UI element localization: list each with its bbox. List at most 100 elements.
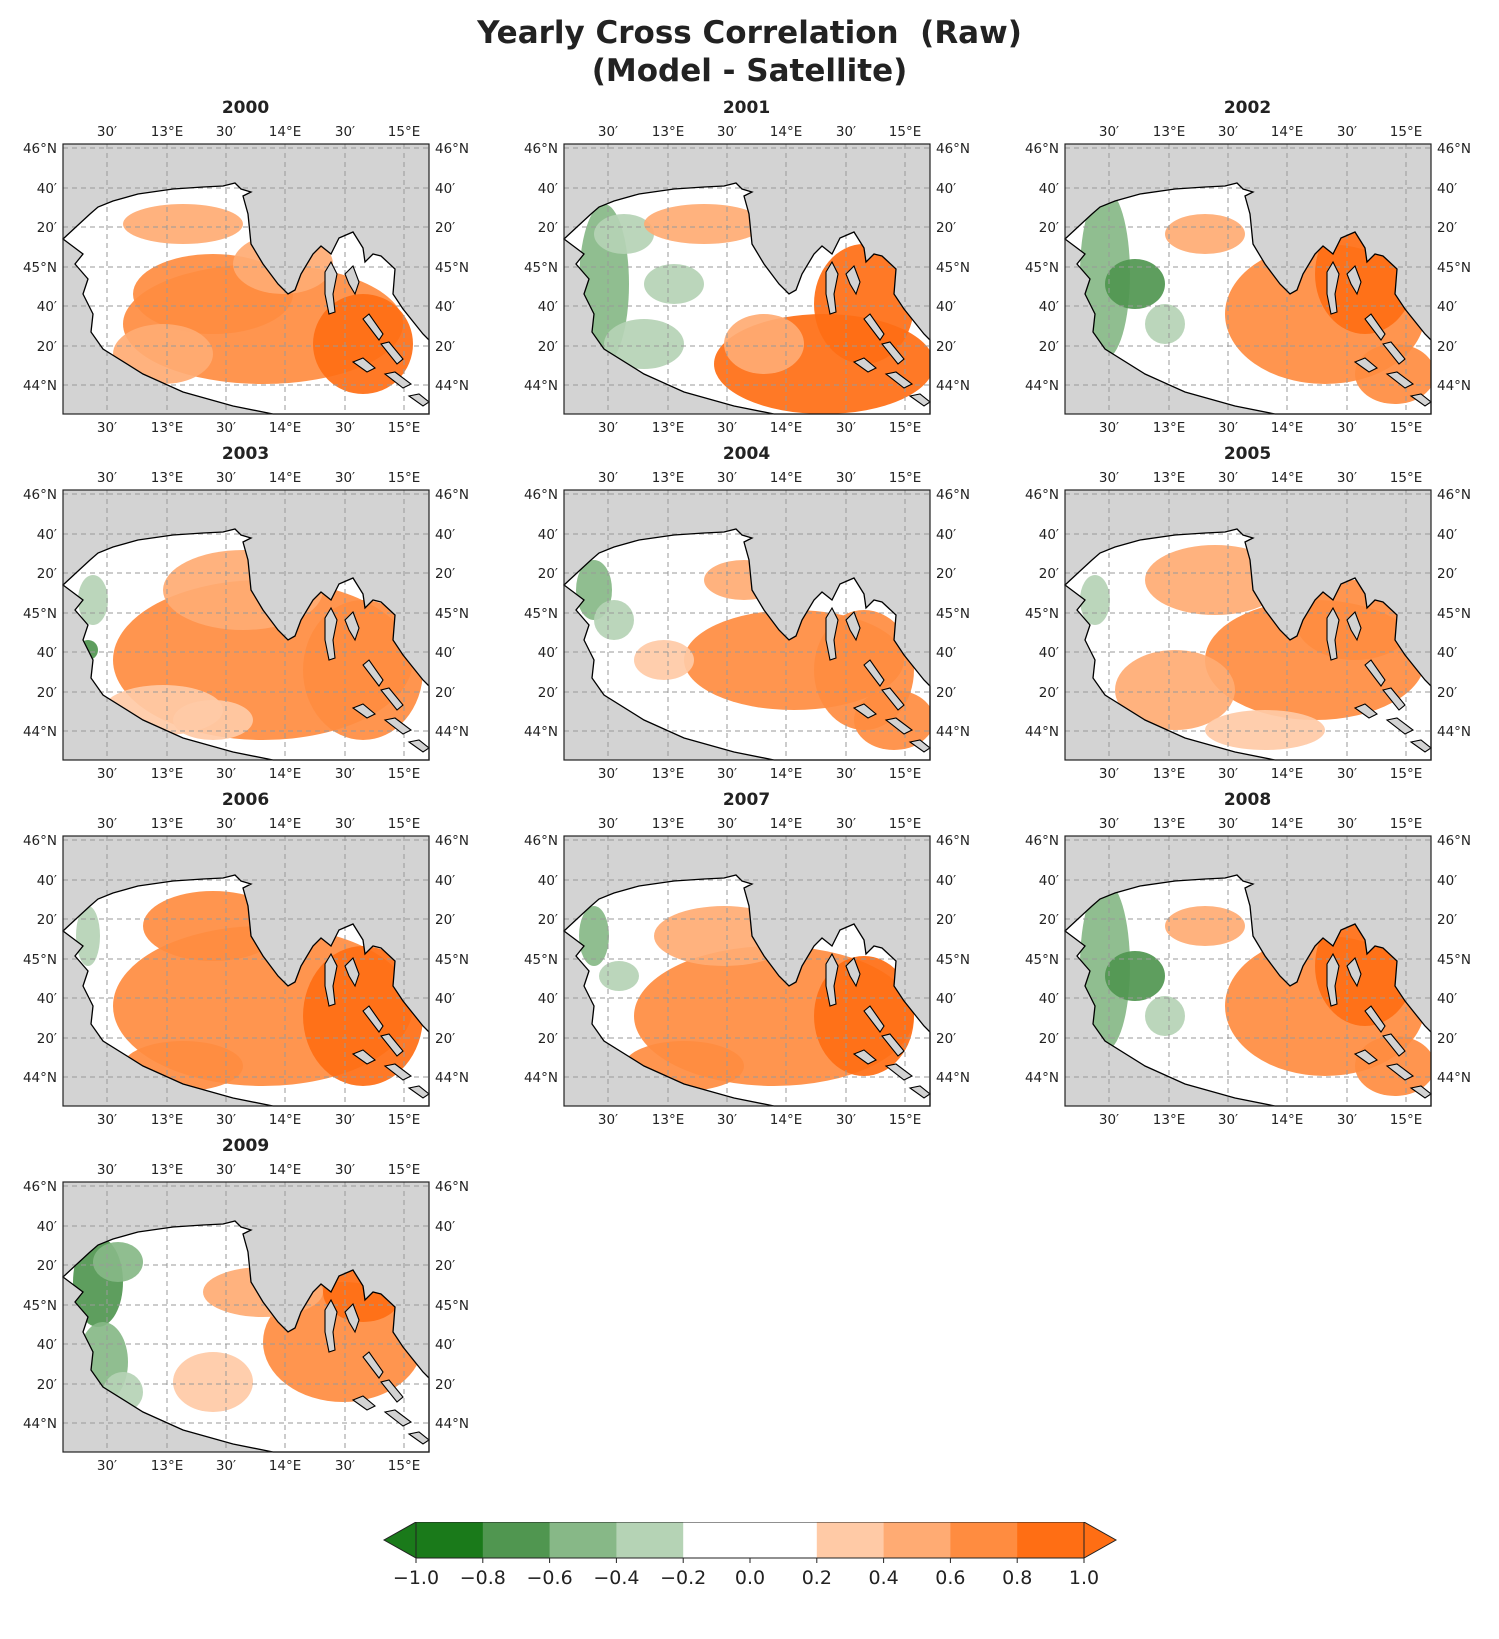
lat-tick-label-left: 20′ (37, 1031, 57, 1047)
panel-title: 2002 (1223, 98, 1272, 118)
lat-tick-label-right: 20′ (936, 685, 956, 701)
lon-tick-label-top: 13°E (151, 124, 183, 140)
lon-tick-label-top: 30′ (216, 124, 236, 140)
lon-tick-label-top: 30′ (97, 470, 117, 486)
island (344, 265, 360, 296)
lon-tick-label-bottom: 30′ (598, 1112, 618, 1128)
colorbar-segment (750, 1522, 818, 1558)
lon-tick-label-top: 30′ (1337, 124, 1357, 140)
lon-tick-label-bottom: 30′ (1099, 766, 1119, 782)
lon-tick-label-bottom: 13°E (1153, 766, 1185, 782)
lat-tick-label-right: 45°N (435, 260, 469, 276)
lon-tick-label-top: 30′ (216, 816, 236, 832)
lon-tick-label-top: 14°E (770, 816, 802, 832)
lon-tick-label-top: 30′ (1337, 816, 1357, 832)
lat-tick-label-right: 20′ (936, 220, 956, 236)
lat-tick-label-left: 44°N (23, 378, 57, 394)
island (1364, 1005, 1386, 1033)
colorbar-tick-label: 0.2 (802, 1567, 832, 1589)
lat-tick-label-right: 20′ (1437, 566, 1457, 582)
lon-tick-label-top: 15°E (388, 124, 420, 140)
lon-tick-label-bottom: 13°E (1153, 1112, 1185, 1128)
colorbar-tick-label: 0.0 (735, 1567, 765, 1589)
lon-tick-label-bottom: 14°E (269, 1112, 301, 1128)
island (1385, 1063, 1415, 1081)
lat-tick-label-right: 20′ (435, 1031, 455, 1047)
lat-tick-label-left: 20′ (1039, 1031, 1059, 1047)
lat-tick-label-right: 46°N (1437, 487, 1471, 503)
lon-tick-label-top: 14°E (269, 1162, 301, 1178)
axes-frame (62, 835, 430, 1107)
lat-tick-label-right: 40′ (936, 991, 956, 1007)
lat-tick-label-left: 40′ (37, 873, 57, 889)
island (1346, 957, 1362, 988)
correlation-region (814, 244, 914, 364)
island (324, 952, 338, 1007)
correlation-region (76, 906, 100, 966)
lon-tick-label-top: 14°E (269, 124, 301, 140)
lon-tick-label-bottom: 30′ (216, 420, 236, 436)
lat-tick-label-right: 45°N (936, 606, 970, 622)
lat-tick-label-left: 46°N (1025, 487, 1059, 503)
lon-tick-label-top: 13°E (652, 470, 684, 486)
lon-tick-label-bottom: 15°E (1390, 420, 1422, 436)
island (881, 341, 905, 365)
lat-tick-label-left: 20′ (37, 685, 57, 701)
lat-tick-label-left: 44°N (524, 724, 558, 740)
island (383, 717, 413, 735)
lon-tick-label-top: 13°E (1153, 470, 1185, 486)
map-panel-2001: 2001 30′ 30′ 13°E 13°E 30′ 30′ 14°E 14°E 30′ 30′ 15… (501, 98, 971, 438)
lat-tick-label-left: 40′ (37, 299, 57, 315)
lat-tick-label-right: 46°N (435, 141, 469, 157)
lat-tick-label-left: 44°N (1025, 1070, 1059, 1086)
lon-tick-label-top: 13°E (151, 1162, 183, 1178)
lon-tick-label-top: 15°E (889, 124, 921, 140)
lat-tick-label-right: 20′ (435, 1377, 455, 1393)
lon-tick-label-bottom: 30′ (1218, 766, 1238, 782)
lat-tick-label-left: 46°N (524, 487, 558, 503)
coastline (61, 1220, 430, 1453)
map-svg: 30′ 30′ 13°E 13°E 30′ 30′ 14°E 14°E 30′ 30′ 15°E 15… (524, 816, 970, 1128)
correlation-region (1165, 214, 1245, 254)
correlation-region (1105, 951, 1165, 1001)
lat-tick-label-left: 20′ (538, 339, 558, 355)
island (1346, 265, 1362, 296)
axes-frame (1064, 835, 1432, 1107)
axes-frame (62, 1181, 430, 1453)
lon-tick-label-bottom: 15°E (388, 1112, 420, 1128)
colorbar-tick-label: −0.8 (460, 1567, 506, 1589)
map-panel-2006: 2006 30′ 30′ 13°E 13°E 30′ 30′ 14°E 14°E 30′ 30′ 15… (0, 790, 470, 1130)
colorbar-segment (683, 1522, 751, 1558)
lon-tick-label-top: 30′ (335, 470, 355, 486)
lat-tick-label-left: 40′ (1039, 645, 1059, 661)
lon-tick-label-top: 14°E (269, 816, 301, 832)
lat-tick-label-left: 46°N (23, 141, 57, 157)
lat-tick-label-right: 44°N (435, 1416, 469, 1432)
colorbar-tick-label: 0.8 (1002, 1567, 1032, 1589)
lat-tick-label-right: 20′ (1437, 912, 1457, 928)
colorbar-segment (616, 1522, 684, 1558)
lat-tick-label-left: 46°N (23, 487, 57, 503)
lat-tick-label-right: 44°N (936, 1070, 970, 1086)
lon-tick-label-top: 14°E (1271, 124, 1303, 140)
lon-tick-label-top: 30′ (1218, 816, 1238, 832)
lon-tick-label-top: 14°E (269, 470, 301, 486)
colorbar-segment (816, 1522, 885, 1558)
lon-tick-label-bottom: 30′ (598, 420, 618, 436)
lat-tick-label-right: 40′ (1437, 873, 1457, 889)
axes-frame (563, 835, 931, 1107)
lon-tick-label-top: 15°E (889, 470, 921, 486)
correlation-region (173, 700, 253, 740)
lon-tick-label-bottom: 15°E (388, 1458, 420, 1474)
lat-tick-label-left: 45°N (1025, 606, 1059, 622)
lat-tick-label-right: 44°N (936, 378, 970, 394)
island (351, 1049, 376, 1065)
lon-tick-label-bottom: 15°E (889, 766, 921, 782)
island (324, 606, 338, 661)
panel-title: 2004 (722, 444, 771, 464)
lat-tick-label-left: 20′ (1039, 685, 1059, 701)
map-panel-2009: 2009 30′ 30′ 13°E 13°E 30′ 30′ 14°E 14°E 30′ 30′ 15… (0, 1136, 470, 1476)
lon-tick-label-bottom: 30′ (836, 420, 856, 436)
correlation-region (1205, 710, 1325, 750)
lat-tick-label-right: 45°N (1437, 952, 1471, 968)
